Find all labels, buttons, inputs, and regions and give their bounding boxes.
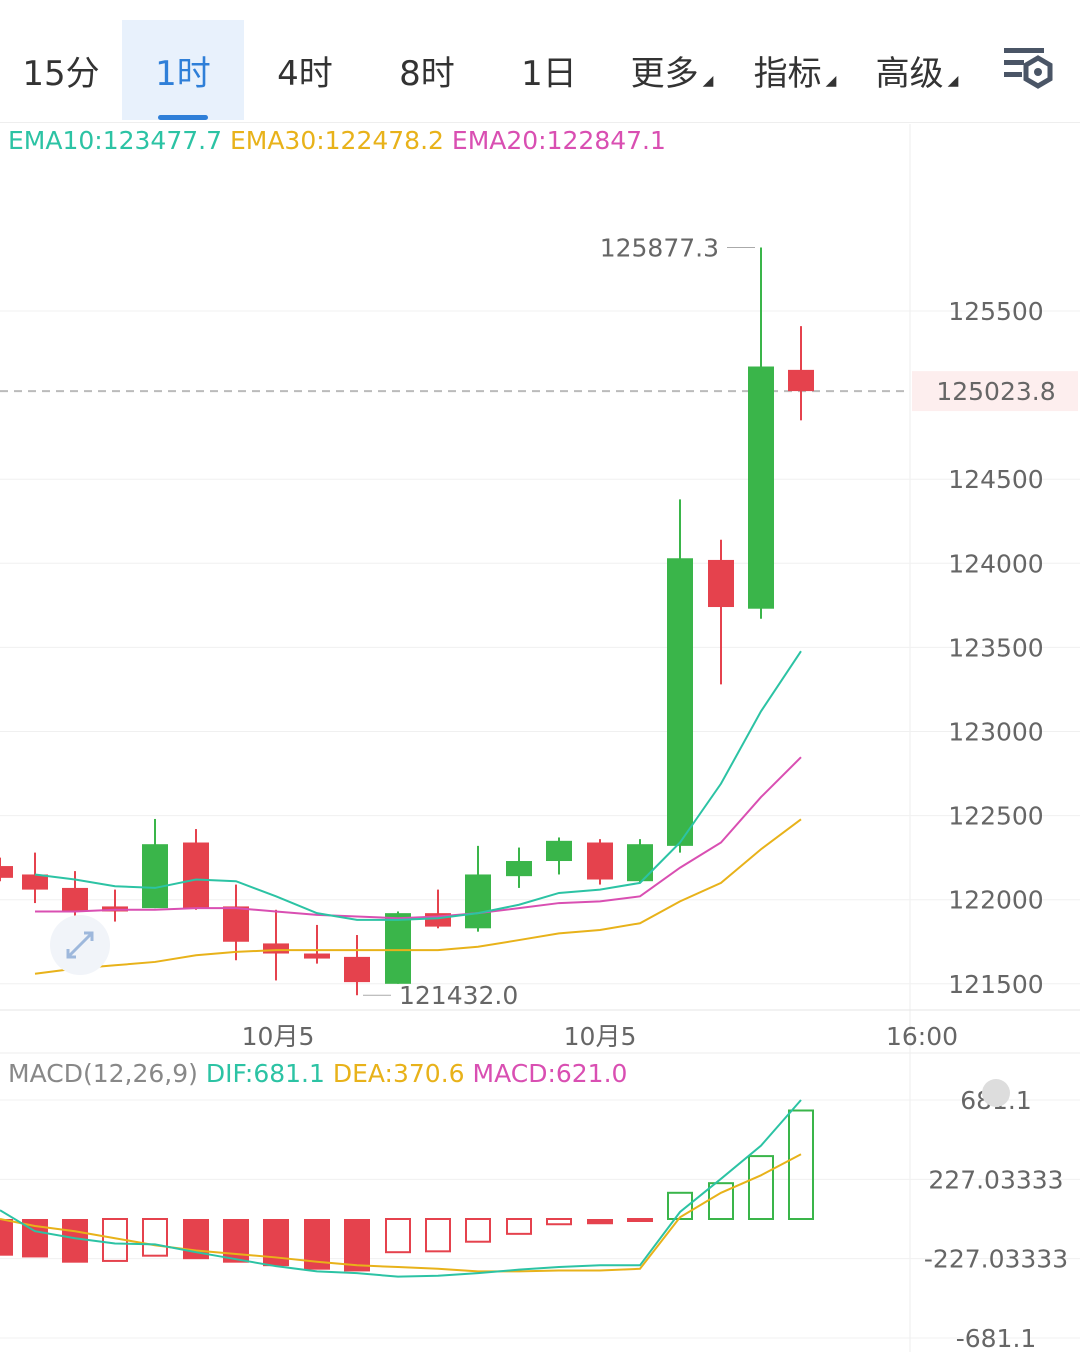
y-tick-label: 122500	[948, 802, 1043, 831]
x-tick-label: 10月5	[564, 1022, 637, 1051]
tab-label: 更多	[630, 53, 699, 94]
ema10-legend: EMA10:123477.7	[8, 126, 222, 155]
tab-label: 高级	[875, 53, 944, 94]
tab-4[interactable]: 1日	[488, 20, 610, 120]
dif-legend: DIF:681.1	[205, 1059, 325, 1088]
candle-down	[708, 559, 734, 608]
tab-label: 4时	[277, 53, 333, 94]
dif-line	[0, 1099, 802, 1278]
header-divider	[0, 122, 1080, 123]
macd-bar	[465, 1218, 491, 1243]
macd-bar	[223, 1219, 249, 1263]
macd-y-tick-label: -227.03333	[924, 1245, 1068, 1274]
candle-up	[627, 844, 653, 882]
candle-down	[183, 842, 209, 909]
candle-down	[263, 943, 289, 954]
macd-bar	[0, 1219, 13, 1256]
high-price-label: 125877.3	[600, 234, 719, 263]
x-tick-label: 16:00	[886, 1022, 958, 1051]
dropdown-caret-icon: ◢	[702, 73, 714, 89]
tab-7[interactable]: 高级 ◢	[856, 20, 978, 120]
expand-arrows	[66, 931, 94, 959]
macd-bar	[748, 1155, 774, 1221]
dropdown-caret-icon: ◢	[947, 73, 959, 89]
macd-legend-title: MACD(12,26,9)	[8, 1059, 198, 1088]
y-tick-label: 123500	[948, 633, 1043, 662]
macd-bar	[344, 1219, 370, 1272]
tab-label: 指标	[753, 53, 822, 94]
candle-up	[142, 844, 168, 909]
candle-down	[788, 369, 814, 392]
chart-settings-button[interactable]	[1000, 40, 1060, 100]
macd-bar	[627, 1218, 653, 1222]
candle-down	[62, 887, 88, 912]
expand-icon[interactable]	[50, 915, 110, 975]
macd-bar	[788, 1109, 814, 1220]
timeframe-tabbar: 15分 1时 4时 8时 1日 更多 ◢ 指标 ◢ 高级 ◢	[0, 0, 1080, 122]
candle-down	[22, 874, 48, 890]
candle-up	[506, 861, 532, 877]
tab-label: 1日	[521, 53, 577, 94]
candle-up	[385, 913, 411, 984]
y-tick-label: 124500	[948, 465, 1043, 494]
tab-label: 15分	[22, 53, 100, 94]
macd-bar	[62, 1219, 88, 1263]
current-price-label: 125023.8	[936, 377, 1055, 406]
y-tick-label: 123000	[948, 718, 1043, 747]
macd-bar	[506, 1218, 532, 1235]
y-tick-label: 122000	[948, 886, 1043, 915]
macd-value-legend: MACD:621.0	[472, 1059, 628, 1088]
candle-down	[587, 842, 613, 880]
ema30-line	[34, 818, 802, 975]
macd-bar	[425, 1218, 451, 1253]
macd-y-tick-label: 227.03333	[928, 1165, 1063, 1194]
macd-legend: MACD(12,26,9) DIF:681.1 DEA:370.6 MACD:6…	[8, 1059, 627, 1088]
macd-bar	[385, 1218, 411, 1254]
active-tab-indicator	[158, 115, 208, 120]
x-tick-label: 10月5	[242, 1022, 315, 1051]
settings-filter-icon	[1004, 48, 1053, 89]
tab-2[interactable]: 4时	[244, 20, 366, 120]
low-price-label: 121432.0	[399, 981, 518, 1010]
candle-down	[344, 956, 370, 983]
dropdown-caret-icon: ◢	[825, 73, 837, 89]
macd-y-tick-label: -681.1	[956, 1324, 1037, 1352]
ema20-line	[35, 756, 802, 920]
tab-label: 8时	[399, 53, 455, 94]
tab-3[interactable]: 8时	[366, 20, 488, 120]
dea-legend: DEA:370.6	[332, 1059, 465, 1088]
candle-up	[667, 558, 693, 846]
ema20-legend: EMA20:122847.1	[451, 126, 666, 155]
ema10-line	[34, 650, 802, 921]
tab-5[interactable]: 更多 ◢	[610, 20, 734, 120]
macd-bar	[667, 1191, 693, 1220]
tab-0[interactable]: 15分	[0, 20, 122, 120]
macd-bar	[546, 1218, 572, 1226]
y-tick-label: 121500	[948, 970, 1043, 999]
candle-up	[546, 840, 572, 862]
y-tick-label: 125500	[948, 297, 1043, 326]
tab-6[interactable]: 指标 ◢	[734, 20, 856, 120]
macd-bar	[587, 1219, 613, 1225]
tab-1[interactable]: 1时	[122, 20, 244, 120]
tab-label: 1时	[155, 53, 211, 94]
macd-bar	[142, 1218, 168, 1257]
ema-legend: EMA10:123477.7 EMA30:122478.2 EMA20:1228…	[8, 126, 666, 155]
current-price-box	[912, 371, 1078, 412]
candle-down	[304, 953, 330, 959]
candle-down	[0, 866, 13, 878]
dea-line	[0, 1153, 802, 1273]
candle-down	[223, 906, 249, 942]
ema30-legend: EMA30:122478.2	[229, 126, 444, 155]
macd-collapse-icon	[982, 1079, 1010, 1107]
y-tick-label: 124000	[948, 549, 1043, 578]
candle-up	[465, 874, 491, 929]
candle-up	[748, 366, 774, 609]
